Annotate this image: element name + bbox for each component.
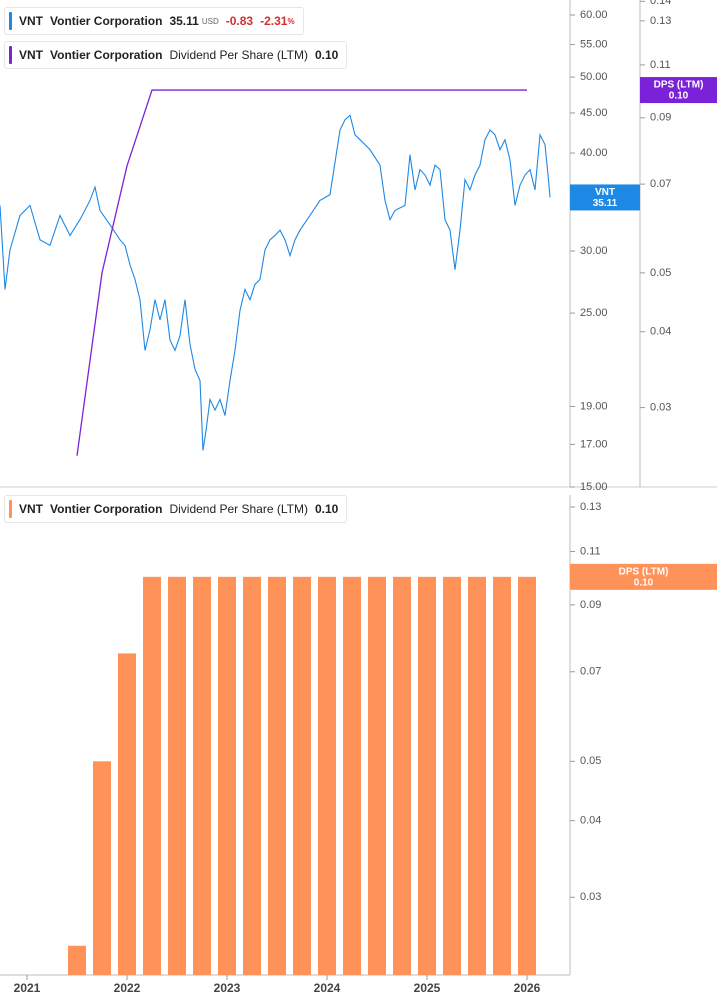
bar — [143, 576, 161, 975]
bar — [243, 576, 261, 975]
series-line — [76, 89, 527, 456]
legend: VNT Vontier Corporation Dividend Per Sha… — [4, 41, 348, 69]
legend-swatch — [9, 46, 12, 64]
x-tick-label: 2026 — [514, 981, 541, 995]
y2-tick-label: 0.09 — [650, 112, 671, 124]
y2-tick-label: 0.05 — [650, 267, 671, 279]
legend-metric: Dividend Per Share (LTM) — [169, 502, 308, 516]
y-tick-label: 30.00 — [580, 245, 608, 257]
y-tick-label: 0.04 — [580, 815, 601, 827]
y-tick-label: 25.00 — [580, 307, 608, 319]
y-tick-label: 55.00 — [580, 39, 608, 51]
y-tick-label: 0.03 — [580, 891, 601, 903]
legend-name: Vontier Corporation — [50, 502, 163, 516]
bar — [418, 576, 436, 975]
legend: VNT Vontier Corporation Dividend Per Sha… — [4, 495, 348, 523]
bar — [193, 576, 211, 975]
y2-tick-label: 0.03 — [650, 401, 671, 413]
legend-swatch — [9, 500, 12, 518]
legend-name: Vontier Corporation — [50, 48, 163, 62]
y2-tick-label: 0.11 — [650, 59, 671, 71]
y-tick-label: 15.00 — [580, 481, 608, 493]
y-tick-label: 19.00 — [580, 400, 608, 412]
bar — [368, 576, 386, 975]
x-tick-label: 2021 — [14, 981, 41, 995]
series-line — [0, 114, 551, 451]
badge-label: VNT — [595, 187, 615, 198]
y2-tick-label: 0.13 — [650, 15, 671, 27]
legend-symbol: VNT — [19, 48, 43, 62]
badge-value: 35.11 — [593, 198, 618, 209]
legend-value: 0.10 — [314, 48, 339, 62]
legend-price: 35.11 — [169, 14, 199, 28]
y2-tick-label: 0.14 — [650, 0, 671, 7]
y-tick-label: 0.07 — [580, 666, 601, 678]
bar — [268, 576, 286, 975]
x-tick-label: 2023 — [214, 981, 241, 995]
bar — [493, 576, 511, 975]
y-tick-label: 60.00 — [580, 9, 608, 21]
bar — [468, 576, 486, 975]
y-tick-label: 50.00 — [580, 71, 608, 83]
legend: VNT Vontier Corporation 35.11 USD -0.83 … — [4, 7, 304, 35]
legend-change: -0.83 — [225, 14, 254, 28]
price-badge — [640, 77, 717, 104]
legend-swatch — [9, 12, 12, 30]
y-tick-label: 45.00 — [580, 107, 608, 119]
bar — [518, 576, 536, 975]
bar — [168, 576, 186, 975]
legend-change-percent: -2.31 — [260, 14, 288, 28]
bar — [343, 576, 361, 975]
bar — [68, 945, 86, 975]
legend-currency: USD — [201, 16, 219, 26]
bar — [443, 576, 461, 975]
x-tick-label: 2022 — [114, 981, 141, 995]
y-tick-label: 0.05 — [580, 755, 601, 767]
y-tick-label: 0.13 — [580, 501, 601, 513]
badge-value: 0.10 — [634, 577, 654, 588]
y-tick-label: 40.00 — [580, 147, 608, 159]
y-tick-label: 0.09 — [580, 599, 601, 611]
x-tick-label: 2024 — [314, 981, 341, 995]
legend-symbol: VNT — [19, 502, 43, 516]
y-tick-label: 0.11 — [580, 545, 601, 557]
badge-label: DPS (LTM) — [619, 566, 669, 577]
price-badge — [570, 563, 717, 590]
legend-value: 0.10 — [314, 502, 339, 516]
legend-symbol: VNT — [19, 14, 43, 28]
bar — [393, 576, 411, 975]
y2-tick-label: 0.07 — [650, 178, 671, 190]
bar — [93, 761, 111, 975]
bar — [293, 576, 311, 975]
legend-metric: Dividend Per Share (LTM) — [169, 48, 308, 62]
bar — [218, 576, 236, 975]
bar — [318, 576, 336, 975]
legend-percent-sign: % — [287, 16, 295, 26]
bar — [118, 653, 136, 975]
y-tick-label: 17.00 — [580, 438, 608, 450]
badge-value: 0.10 — [669, 91, 689, 102]
legend-name: Vontier Corporation — [50, 14, 163, 28]
x-tick-label: 2025 — [414, 981, 441, 995]
y2-tick-label: 0.04 — [650, 326, 671, 338]
badge-label: DPS (LTM) — [654, 80, 704, 91]
price-badge — [570, 184, 640, 211]
